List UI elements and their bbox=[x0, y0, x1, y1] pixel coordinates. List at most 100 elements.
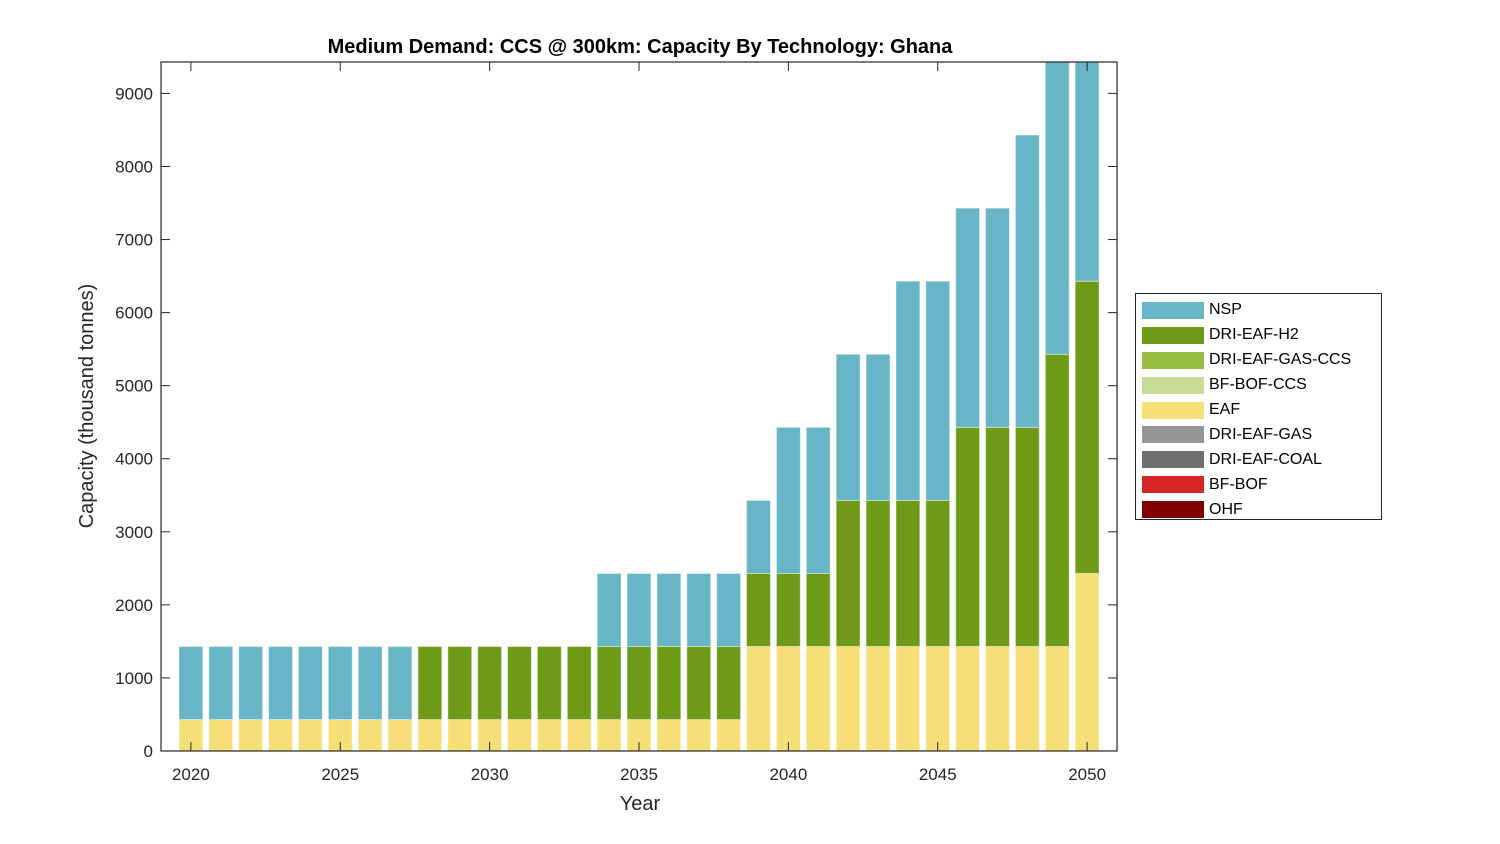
bar-segment-nsp-2049 bbox=[1044, 62, 1070, 355]
y-tick-label: 2000 bbox=[115, 596, 153, 615]
legend-label: DRI-EAF-H2 bbox=[1209, 326, 1299, 344]
legend-item-ohf: OHF bbox=[1136, 497, 1381, 522]
bar-segment-nsp-2034 bbox=[596, 572, 622, 648]
legend-swatch bbox=[1142, 501, 1204, 519]
bar-segment-nsp-2043 bbox=[865, 353, 891, 501]
bar-segment-dri-eaf-h2-2030 bbox=[477, 646, 503, 721]
axes-group: 2020 2025 2030 2035 2040 2045 2050 0 1000 2000 300… bbox=[115, 61, 1118, 784]
bar-segment-nsp-2036 bbox=[656, 572, 682, 648]
x-tick-label: 2025 bbox=[321, 765, 359, 784]
x-tick-label: 2035 bbox=[620, 765, 658, 784]
legend-item-bf-bof-ccs: BF-BOF-CCS bbox=[1136, 373, 1381, 398]
bar-segment-eaf-2026 bbox=[357, 719, 383, 751]
bar-segment-dri-eaf-h2-2029 bbox=[447, 646, 473, 721]
x-tick-label: 2050 bbox=[1068, 765, 1106, 784]
x-tick-label: 2040 bbox=[769, 765, 807, 784]
bar-segment-nsp-2022 bbox=[238, 646, 264, 721]
y-tick-label: 0 bbox=[144, 742, 153, 761]
y-tick-label: 3000 bbox=[115, 523, 153, 542]
legend-item-dri-eaf-gas-ccs: DRI-EAF-GAS-CCS bbox=[1136, 348, 1381, 373]
bar-segment-nsp-2048 bbox=[1014, 134, 1040, 428]
bar-segment-nsp-2023 bbox=[268, 646, 293, 721]
bar-segment-dri-eaf-h2-2039 bbox=[746, 572, 771, 648]
bar-segment-eaf-2036 bbox=[656, 719, 682, 751]
bar-segment-eaf-2029 bbox=[447, 719, 473, 751]
bar-segment-dri-eaf-h2-2033 bbox=[566, 646, 592, 721]
bar-segment-eaf-2027 bbox=[387, 719, 413, 751]
bar-segment-eaf-2028 bbox=[417, 719, 443, 751]
x-tick-label: 2045 bbox=[919, 765, 957, 784]
bar-segment-dri-eaf-h2-2037 bbox=[686, 646, 712, 721]
bar-segment-dri-eaf-h2-2045 bbox=[925, 499, 951, 648]
bar-segment-nsp-2046 bbox=[955, 207, 981, 428]
legend-item-dri-eaf-h2: DRI-EAF-H2 bbox=[1136, 323, 1381, 348]
bar-segment-eaf-2047 bbox=[985, 646, 1010, 751]
y-tick-label: 9000 bbox=[115, 84, 153, 103]
bar-segment-eaf-2049 bbox=[1044, 646, 1070, 751]
legend-label: EAF bbox=[1209, 401, 1241, 418]
legend-item-nsp: NSP bbox=[1136, 298, 1381, 323]
legend-label: OHF bbox=[1209, 500, 1243, 518]
legend: NSP DRI-EAF-H2 DRI-EAF-GAS-CCS BF-BOF-CCS EA… bbox=[1135, 293, 1382, 520]
bar-segment-eaf-2048 bbox=[1014, 646, 1040, 751]
bar-segment-dri-eaf-h2-2035 bbox=[626, 646, 652, 721]
legend-swatch bbox=[1142, 426, 1204, 444]
bar-segment-eaf-2042 bbox=[835, 646, 861, 751]
bar-segment-nsp-2044 bbox=[895, 280, 921, 501]
bar-segment-nsp-2035 bbox=[626, 572, 652, 648]
bar-segment-eaf-2040 bbox=[775, 646, 801, 751]
legend-label: BF-BOF bbox=[1209, 475, 1268, 493]
bar-segment-nsp-2042 bbox=[835, 353, 861, 501]
legend-item-eaf: EAF bbox=[1136, 398, 1381, 423]
bar-segment-dri-eaf-h2-2048 bbox=[1014, 426, 1040, 648]
legend-swatch bbox=[1142, 401, 1204, 419]
bar-segment-eaf-2037 bbox=[686, 719, 712, 751]
bar-segment-eaf-2038 bbox=[716, 719, 742, 751]
bar-segment-dri-eaf-h2-2047 bbox=[985, 426, 1010, 648]
legend-item-bf-bof: BF-BOF bbox=[1136, 472, 1381, 497]
bar-segment-nsp-2021 bbox=[208, 646, 234, 721]
y-tick-label: 4000 bbox=[115, 450, 153, 469]
bar-segment-dri-eaf-h2-2032 bbox=[536, 646, 562, 721]
bar-segment-dri-eaf-h2-2040 bbox=[775, 572, 801, 648]
bar-segment-dri-eaf-h2-2034 bbox=[596, 646, 622, 721]
y-tick-label: 1000 bbox=[115, 669, 153, 688]
bar-segment-dri-eaf-h2-2043 bbox=[865, 499, 891, 648]
bar-segment-eaf-2024 bbox=[297, 719, 323, 751]
bar-segment-eaf-2031 bbox=[507, 719, 532, 751]
bar-segment-nsp-2024 bbox=[297, 646, 323, 721]
bar-segment-dri-eaf-h2-2036 bbox=[656, 646, 682, 721]
legend-label: BF-BOF-CCS bbox=[1209, 376, 1307, 394]
legend-swatch bbox=[1142, 376, 1204, 394]
y-tick-label: 7000 bbox=[115, 231, 153, 250]
legend-label: DRI-EAF-GAS-CCS bbox=[1209, 351, 1352, 369]
legend-swatch bbox=[1142, 351, 1204, 369]
legend-item-dri-eaf-coal: DRI-EAF-COAL bbox=[1136, 447, 1381, 472]
x-tick-label: 2030 bbox=[471, 765, 509, 784]
bar-segment-eaf-2050 bbox=[1074, 572, 1100, 751]
bar-segment-dri-eaf-h2-2038 bbox=[716, 646, 742, 721]
bar-segment-eaf-2044 bbox=[895, 646, 921, 751]
bar-segment-eaf-2043 bbox=[865, 646, 891, 751]
bar-segment-dri-eaf-h2-2050 bbox=[1074, 280, 1100, 574]
bar-segment-dri-eaf-h2-2046 bbox=[955, 426, 981, 648]
legend-label: DRI-EAF-COAL bbox=[1209, 450, 1322, 468]
legend-item-dri-eaf-gas: DRI-EAF-GAS bbox=[1136, 422, 1381, 447]
bar-segment-nsp-2025 bbox=[327, 646, 353, 721]
bar-segment-eaf-2046 bbox=[955, 646, 981, 751]
legend-swatch bbox=[1142, 476, 1204, 494]
bar-segment-eaf-2023 bbox=[268, 719, 293, 751]
x-axis-label: Year bbox=[620, 793, 661, 815]
bar-segment-eaf-2022 bbox=[238, 719, 264, 751]
bar-segment-nsp-2039 bbox=[746, 499, 771, 574]
bar-segment-dri-eaf-h2-2041 bbox=[805, 572, 831, 648]
bar-segment-eaf-2021 bbox=[208, 719, 234, 751]
bar-segment-nsp-2027 bbox=[387, 646, 413, 721]
bar-segment-nsp-2041 bbox=[805, 426, 831, 574]
chart-title: Medium Demand: CCS @ 300km: Capacity By … bbox=[328, 36, 954, 58]
bar-segment-nsp-2040 bbox=[775, 426, 801, 574]
legend-swatch bbox=[1142, 301, 1204, 319]
bar-segment-dri-eaf-h2-2028 bbox=[417, 646, 443, 721]
legend-label: DRI-EAF-GAS bbox=[1209, 425, 1313, 443]
